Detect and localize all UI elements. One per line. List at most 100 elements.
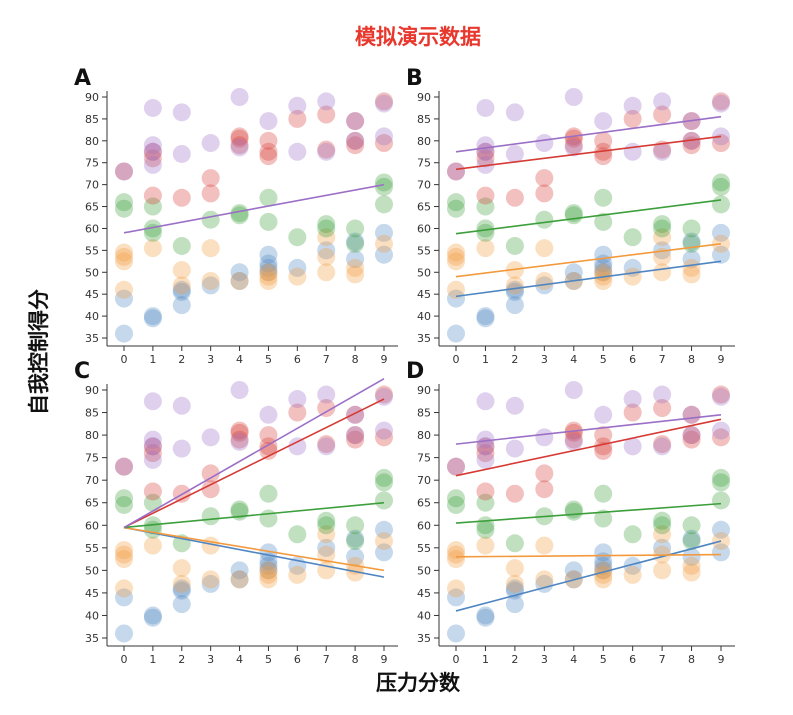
- point-d-red-12: [594, 426, 613, 445]
- point-c-purple-1: [143, 450, 162, 469]
- fit-line-c-1: [123, 526, 385, 572]
- point-d-purple-15: [682, 426, 701, 445]
- point-c-red-13: [288, 403, 307, 422]
- fit-line-c-2: [123, 501, 385, 529]
- point-c-red-2: [143, 444, 162, 463]
- point-a-green-9: [259, 212, 278, 231]
- point-d-blue-3: [476, 606, 495, 625]
- point-d-red-4: [505, 484, 524, 503]
- x-tick-label-d-9: 9: [718, 653, 725, 666]
- point-b-red-15: [653, 105, 672, 124]
- point-c-green-1: [115, 489, 133, 508]
- point-d-purple-7: [535, 428, 554, 447]
- y-tick-label-b-80: 80: [417, 135, 431, 148]
- point-b-orange-13: [623, 267, 642, 286]
- point-a-orange-17: [346, 265, 365, 284]
- x-tick-label-b-7: 7: [659, 353, 666, 366]
- point-d-blue-13: [594, 543, 613, 562]
- point-a-purple-2: [143, 142, 162, 161]
- point-a-red-9: [230, 127, 249, 146]
- x-tick-label-d-6: 6: [629, 653, 636, 666]
- point-c-green-10: [259, 484, 278, 503]
- point-c-blue-5: [172, 581, 191, 600]
- fit-line-a-0: [123, 183, 385, 234]
- point-b-red-7: [564, 136, 583, 155]
- y-tick-label-d-90: 90: [417, 384, 431, 397]
- point-d-blue-16: [682, 547, 701, 566]
- point-c-purple-8: [230, 432, 249, 451]
- point-b-orange-16: [653, 228, 672, 247]
- point-d-green-2: [476, 520, 495, 539]
- point-a-blue-3: [143, 307, 162, 326]
- x-tick-label-c-4: 4: [236, 653, 243, 666]
- point-d-orange-14: [653, 561, 672, 580]
- point-b-blue-3: [476, 307, 495, 326]
- point-d-purple-4: [476, 392, 495, 411]
- point-d-orange-3: [447, 541, 465, 560]
- point-a-orange-3: [115, 243, 133, 262]
- point-a-orange-1: [115, 252, 133, 271]
- point-d-red-5: [535, 480, 554, 499]
- point-d-orange-0: [447, 579, 465, 598]
- point-d-green-10: [594, 484, 613, 503]
- point-a-blue-5: [172, 282, 191, 301]
- point-a-orange-19: [375, 234, 393, 253]
- point-b-red-2: [476, 149, 495, 168]
- point-c-purple-3: [143, 430, 162, 449]
- fit-line-c-0: [123, 526, 385, 578]
- point-a-blue-14: [288, 258, 307, 277]
- point-a-green-1: [115, 193, 133, 212]
- point-a-blue-16: [346, 250, 365, 269]
- point-a-red-17: [346, 131, 365, 150]
- point-a-green-4: [143, 197, 162, 216]
- point-b-red-19: [712, 134, 730, 153]
- point-c-green-4: [143, 493, 162, 512]
- fit-line-c-3: [123, 398, 385, 529]
- point-b-blue-11: [594, 258, 613, 277]
- point-d-orange-1: [447, 550, 465, 569]
- point-d-blue-18: [712, 543, 730, 562]
- point-c-blue-19: [375, 520, 393, 539]
- point-b-red-8: [564, 129, 583, 148]
- point-a-orange-18: [346, 258, 365, 277]
- point-c-blue-11: [259, 556, 278, 575]
- point-a-green-14: [346, 234, 365, 253]
- point-a-red-14: [317, 140, 336, 159]
- point-b-green-5: [505, 236, 524, 255]
- point-c-green-14: [346, 532, 365, 551]
- point-d-red-8: [564, 423, 583, 442]
- panel-label-d: D: [406, 359, 424, 384]
- point-a-purple-6: [172, 103, 191, 122]
- point-a-green-3: [143, 219, 162, 238]
- point-a-green-12: [317, 219, 336, 238]
- point-d-green-18: [712, 468, 730, 487]
- point-b-purple-11: [623, 142, 642, 161]
- point-d-blue-10: [594, 561, 613, 580]
- point-a-red-12: [259, 131, 278, 150]
- point-c-orange-7: [201, 570, 220, 589]
- point-c-green-15: [346, 516, 365, 535]
- point-d-blue-4: [505, 595, 524, 614]
- point-a-orange-14: [317, 263, 336, 282]
- x-tick-label-b-6: 6: [629, 353, 636, 366]
- point-b-orange-4: [476, 239, 495, 258]
- point-d-blue-9: [564, 561, 583, 580]
- point-b-green-1: [447, 193, 465, 212]
- point-c-orange-15: [317, 545, 336, 564]
- point-d-orange-4: [476, 536, 495, 555]
- point-a-orange-8: [201, 239, 220, 258]
- fit-line-d-4: [455, 414, 722, 445]
- fit-line-b-1: [455, 242, 722, 278]
- x-tick-label-c-9: 9: [381, 653, 388, 666]
- point-c-orange-3: [115, 541, 133, 560]
- fit-line-b-3: [455, 135, 722, 171]
- point-d-blue-5: [505, 581, 524, 600]
- point-b-purple-18: [712, 94, 730, 113]
- x-tick-label-d-5: 5: [600, 653, 607, 666]
- y-tick-label-a-70: 70: [85, 179, 99, 192]
- point-d-green-17: [712, 473, 730, 492]
- y-tick-label-c-45: 45: [85, 587, 99, 600]
- x-tick-label-b-5: 5: [600, 353, 607, 366]
- point-c-purple-10: [259, 405, 278, 424]
